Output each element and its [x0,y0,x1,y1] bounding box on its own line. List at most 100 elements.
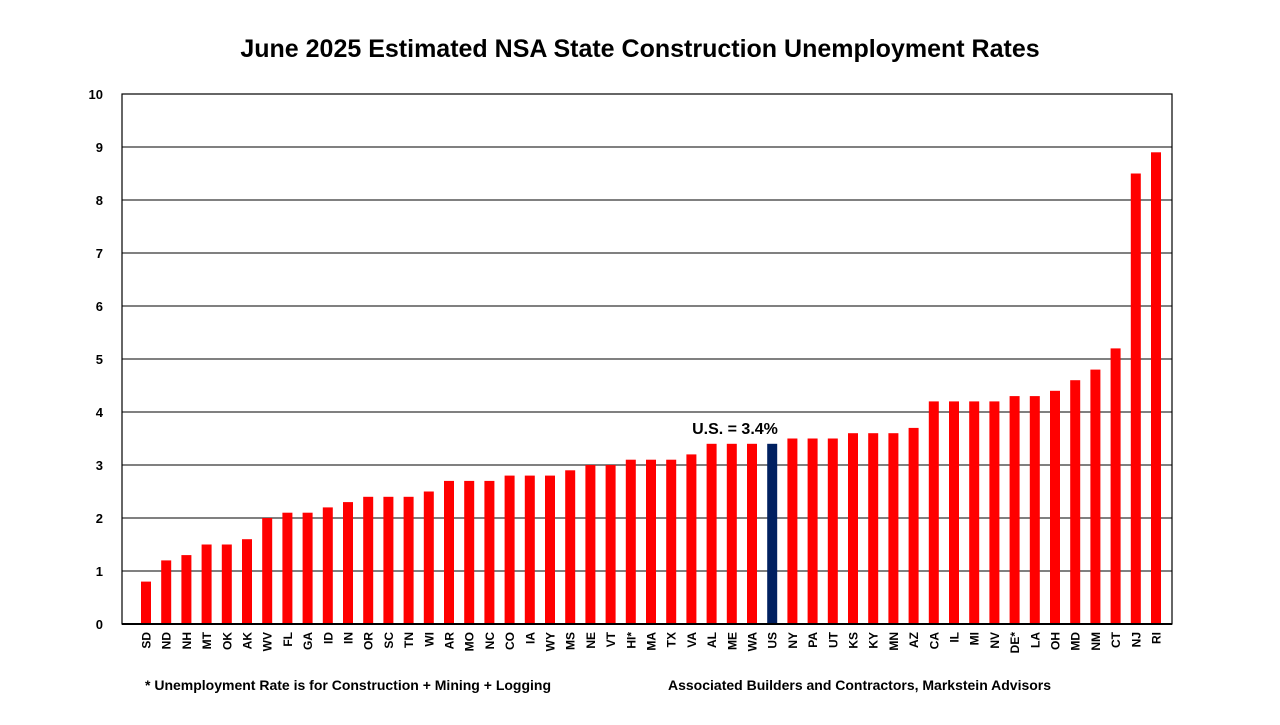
bar-mi [969,401,980,624]
x-tick-label: FL [281,632,295,647]
x-tick-label: TX [665,632,679,647]
x-tick-label: HI* [624,632,638,649]
y-axis-ticks: 0 1 2 3 4 5 6 7 8 9 10 [89,87,104,632]
x-tick-label: KY [867,632,881,649]
x-tick-label: SC [382,632,396,649]
x-tick-label: DE* [1008,632,1022,654]
bar-ks [848,433,858,624]
x-tick-label: WA [746,632,760,652]
bar-id [322,507,333,624]
bar-ky [868,433,879,624]
y-tick-label: 7 [96,246,103,261]
bar-wy [545,475,555,624]
chart-title: June 2025 Estimated NSA State Constructi… [240,35,1039,63]
bar-mt [201,544,212,624]
x-tick-label: WV [261,632,275,651]
x-tick-label: NE [584,632,598,649]
bar-wv [262,518,273,624]
bar-hi [625,459,636,624]
x-tick-label: MT [200,631,214,649]
bar-nj [1130,173,1141,624]
x-tick-label: NV [988,632,1002,649]
x-tick-label: ID [321,632,335,644]
x-tick-label: VA [685,632,699,648]
bar-ca [928,401,939,624]
bar-il [949,401,959,624]
x-tick-label: NC [483,632,497,650]
bars [141,152,1161,625]
gridlines [122,146,1172,572]
x-tick-label: MS [564,632,578,650]
bar-md [1070,380,1081,624]
x-tick-label: OK [220,632,234,650]
x-tick-label: NH [180,632,194,649]
bar-ma [646,459,656,624]
x-tick-label: AR [443,632,457,650]
x-tick-label: MA [645,632,659,651]
bar-al [706,443,717,624]
x-tick-label: MN [887,632,901,651]
x-tick-label: NJ [1129,632,1143,647]
bar-wa [747,443,757,624]
x-tick-label: CA [927,632,941,650]
bar-nm [1090,369,1101,624]
bar-ms [565,470,576,624]
bar-co [504,475,515,624]
x-tick-label: AL [705,632,719,648]
bar-de [1009,396,1020,624]
bar-ny [787,438,798,624]
y-tick-label: 8 [96,193,103,208]
x-tick-label: SD [140,632,154,649]
bar-pa [807,438,818,624]
bar-ri [1151,152,1161,625]
bar-ar [444,480,454,624]
bar-nd [161,560,172,624]
y-tick-label: 5 [96,352,103,367]
x-tick-label: PA [806,632,820,648]
x-tick-label: MD [1069,632,1083,651]
x-tick-label: LA [1028,632,1042,648]
x-axis-ticks: SD ND NH MT OK AK WV FL GA ID IN OR SC TN WI AR MO NC CO IA… [140,631,1164,653]
bar-tn [403,496,414,624]
x-tick-label: WI [422,632,436,647]
bar-oh [1050,390,1060,624]
x-tick-label: GA [301,632,315,650]
bar-in [343,502,353,624]
us-annotation: U.S. = 3.4% [692,421,778,438]
bar-ia [524,475,535,624]
x-tick-label: AK [241,632,255,650]
bar-sd [141,581,151,624]
bar-wi [423,491,434,624]
y-tick-label: 3 [96,458,103,473]
x-tick-label: CT [1109,631,1123,648]
bar-vt [605,465,616,624]
bar-va [686,454,697,624]
bar-ct [1110,348,1121,624]
x-tick-label: US [766,632,780,649]
bar-fl [282,512,293,624]
x-tick-label: ND [160,632,174,650]
bar-me [726,443,737,624]
x-tick-label: KS [847,632,861,649]
bar-ut [827,438,838,624]
x-tick-label: IL [948,632,962,643]
bar-az [908,427,919,624]
x-tick-label: UT [826,631,840,648]
bar-la [1029,396,1040,624]
bar-ok [221,544,232,624]
x-tick-label: CO [503,632,517,650]
x-tick-label: NM [1089,632,1103,651]
y-tick-label: 0 [96,617,103,632]
bar-nc [484,480,495,624]
y-tick-label: 1 [96,564,103,579]
bar-ga [302,512,313,624]
bar-us [767,443,778,624]
bar-nh [181,555,192,624]
bar-ne [585,465,596,624]
x-tick-label: RI [1150,632,1164,644]
x-tick-label: NY [786,632,800,649]
bar-ak [242,539,252,624]
y-tick-label: 2 [96,511,103,526]
bar-nv [989,401,1000,624]
